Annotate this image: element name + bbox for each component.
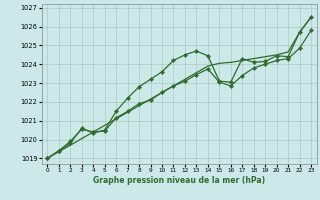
- X-axis label: Graphe pression niveau de la mer (hPa): Graphe pression niveau de la mer (hPa): [93, 176, 265, 185]
